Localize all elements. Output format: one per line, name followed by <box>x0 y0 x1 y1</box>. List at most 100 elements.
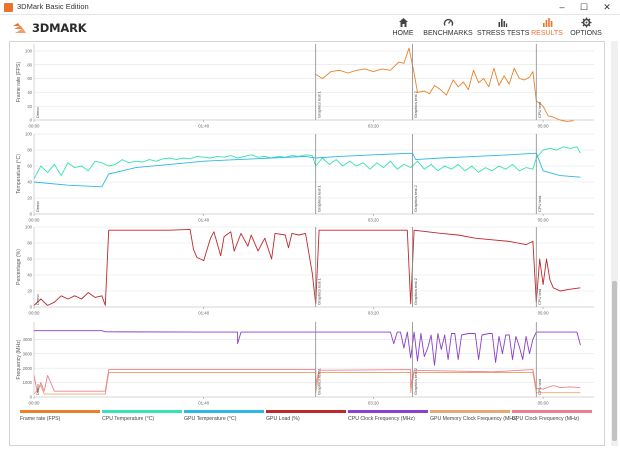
x-tick-label-freq: 03:20 <box>368 401 380 406</box>
test-marker-label: CPU test <box>537 195 542 212</box>
logo-text: 3DMARK <box>32 21 87 35</box>
y-tick-label-temp: 100 <box>25 132 33 137</box>
test-marker-label: Graphics test 2 <box>413 277 418 305</box>
y-tick-label-temp: 40 <box>27 180 32 185</box>
test-marker-label: Graphics test 1 <box>316 367 321 395</box>
y-tick-label-fps: 0 <box>30 118 33 123</box>
test-marker-label: CPU test <box>537 288 542 305</box>
y-tick-label-fps: 20 <box>27 104 32 109</box>
series-line-gpu_temp <box>33 152 581 188</box>
home-icon <box>398 18 408 27</box>
gear-icon <box>581 17 591 28</box>
maximize-button[interactable]: ☐ <box>579 2 589 12</box>
test-marker-label: Demo <box>35 201 40 212</box>
test-marker-label: Demo <box>35 384 40 395</box>
series-line-fps <box>315 47 574 122</box>
test-marker-label: Graphics test 2 <box>413 367 418 395</box>
test-marker-label: CPU test <box>537 101 542 118</box>
y-axis-label-temp: Temperature (°C) <box>16 154 22 194</box>
vertical-scrollbar[interactable] <box>611 41 618 446</box>
legend-swatch <box>184 410 264 413</box>
chart-panel-temp: 0 20 40 60 80 100 Temperature (°C) 00:00 01:40 03… <box>16 132 594 223</box>
legend-item: Frame rate (FPS) <box>20 410 100 426</box>
y-tick-label-load: 100 <box>25 225 33 230</box>
legend-swatch <box>20 410 100 413</box>
x-tick-label-temp: 00:00 <box>29 218 41 223</box>
y-tick-label-load: 60 <box>27 257 32 262</box>
close-button[interactable]: ✕ <box>603 2 611 12</box>
legend-item: GPU Load (%) <box>266 410 346 426</box>
legend-label: Frame rate (FPS) <box>20 416 61 422</box>
x-tick-label-temp: 01:40 <box>198 218 210 223</box>
y-tick-label-temp: 60 <box>27 164 32 169</box>
nav-results-label: RESULTS <box>531 30 563 37</box>
chart-icon <box>542 18 552 27</box>
x-tick-label-freq: 01:40 <box>198 401 210 406</box>
y-tick-label-fps: 100 <box>25 49 33 54</box>
chart-panel-load: 0 20 40 60 80 100 Percentage (%) 00:00 01:40 03:2… <box>16 225 594 316</box>
legend-swatch <box>266 410 346 413</box>
legend-swatch <box>430 410 510 413</box>
logo-mark-icon <box>13 23 26 33</box>
gauge-icon <box>443 18 453 26</box>
logo: 3DMARK <box>12 21 87 35</box>
nav-stress-tests-label: STRESS TESTS <box>477 30 530 37</box>
x-tick-label-load: 03:20 <box>368 311 380 316</box>
nav-results[interactable]: RESULTS <box>530 15 564 41</box>
bars-icon <box>498 19 507 27</box>
test-marker-label: Demo <box>35 294 40 305</box>
legend-label: GPU Temperature (°C) <box>184 416 237 422</box>
app-icon <box>4 3 13 12</box>
series-line-gpu_load <box>33 228 581 306</box>
x-tick-label-fps: 01:40 <box>198 124 210 129</box>
y-tick-label-temp: 0 <box>30 212 33 217</box>
y-tick-label-fps: 40 <box>27 90 32 95</box>
y-axis-label-freq: Frequency (MHz) <box>16 339 22 379</box>
test-marker-label: Graphics test 1 <box>316 184 321 212</box>
minimize-button[interactable]: – <box>559 2 565 12</box>
nav-home[interactable]: HOME <box>390 15 416 41</box>
y-tick-label-fps: 60 <box>27 76 32 81</box>
y-tick-label-fps: 80 <box>27 62 32 67</box>
legend-item: GPU Temperature (°C) <box>184 410 264 426</box>
legend-swatch <box>102 410 182 413</box>
y-axis-label-fps: Frame rate (FPS) <box>16 62 22 103</box>
y-tick-label-freq: 3000 <box>23 351 33 356</box>
y-tick-label-temp: 20 <box>27 196 32 201</box>
x-tick-label-freq: 00:00 <box>29 401 41 406</box>
app-header: 3DMARK HOME BENCHMARKS STRESS TESTS RESU… <box>0 15 620 41</box>
test-marker-label: Graphics test 2 <box>413 90 418 118</box>
results-chart-panel: 0 20 40 60 80 100 Frame rate (FPS) 00:00 01:40 03… <box>9 41 605 446</box>
test-marker-label: Graphics test 1 <box>316 277 321 305</box>
chart-legend: Frame rate (FPS) CPU Temperature (°C) GPU … <box>20 410 596 426</box>
legend-label: CPU Temperature (°C) <box>102 416 155 422</box>
nav-benchmarks[interactable]: BENCHMARKS <box>421 15 475 41</box>
nav-stress-tests[interactable]: STRESS TESTS <box>477 15 530 41</box>
y-tick-label-freq: 1000 <box>23 380 33 385</box>
legend-swatch <box>348 410 428 413</box>
window-title: 3DMark Basic Edition <box>17 2 89 11</box>
series-line-gpu_clock <box>33 369 581 394</box>
y-tick-label-freq: 4000 <box>23 337 33 342</box>
scrollbar-thumb[interactable] <box>612 281 617 441</box>
series-line-cpu_clock <box>34 330 581 366</box>
y-tick-label-temp: 80 <box>27 148 32 153</box>
series-line-cpu_temp <box>33 146 581 180</box>
test-marker-label: Graphics test 2 <box>413 184 418 212</box>
nav-options[interactable]: OPTIONS <box>567 15 605 41</box>
y-tick-label-load: 0 <box>30 305 33 310</box>
legend-item: GPU Memory Clock Frequency (MHz) <box>430 410 518 426</box>
legend-label: CPU Clock Frequency (MHz) <box>348 416 415 422</box>
chart-panel-fps: 0 20 40 60 80 100 Frame rate (FPS) 00:00 01:40 03… <box>16 44 594 129</box>
nav-home-label: HOME <box>392 30 414 37</box>
y-tick-label-load: 40 <box>27 273 32 278</box>
y-tick-label-load: 80 <box>27 241 32 246</box>
series-line-gpu_mem_clock <box>33 372 581 395</box>
x-tick-label-load: 00:00 <box>29 311 41 316</box>
legend-label: GPU Memory Clock Frequency (MHz) <box>430 416 518 422</box>
title-bar: 3DMark Basic Edition – ☐ ✕ <box>0 0 620 15</box>
x-tick-label-freq: 05:00 <box>538 401 550 406</box>
x-tick-label-fps: 05:00 <box>538 124 550 129</box>
